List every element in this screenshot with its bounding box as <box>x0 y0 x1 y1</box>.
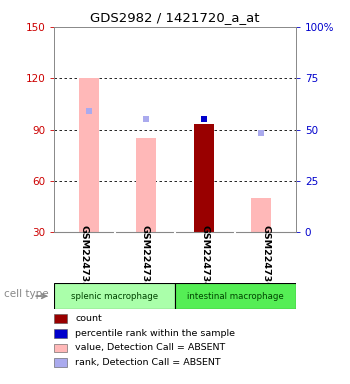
Bar <box>54 283 175 309</box>
Text: GSM224736: GSM224736 <box>261 225 270 289</box>
Text: intestinal macrophage: intestinal macrophage <box>187 291 284 301</box>
Bar <box>175 283 296 309</box>
Text: splenic macrophage: splenic macrophage <box>71 291 158 301</box>
Text: count: count <box>75 314 102 323</box>
Text: GSM224733: GSM224733 <box>80 225 89 289</box>
Title: GDS2982 / 1421720_a_at: GDS2982 / 1421720_a_at <box>90 11 260 24</box>
Bar <box>251 198 271 232</box>
Bar <box>194 124 214 232</box>
Bar <box>79 78 99 232</box>
Bar <box>136 138 156 232</box>
Text: GSM224734: GSM224734 <box>201 225 210 289</box>
Text: value, Detection Call = ABSENT: value, Detection Call = ABSENT <box>75 343 225 353</box>
Text: GSM224735: GSM224735 <box>140 225 149 289</box>
Text: percentile rank within the sample: percentile rank within the sample <box>75 329 235 338</box>
Text: rank, Detection Call = ABSENT: rank, Detection Call = ABSENT <box>75 358 221 367</box>
Text: cell type: cell type <box>4 289 48 299</box>
